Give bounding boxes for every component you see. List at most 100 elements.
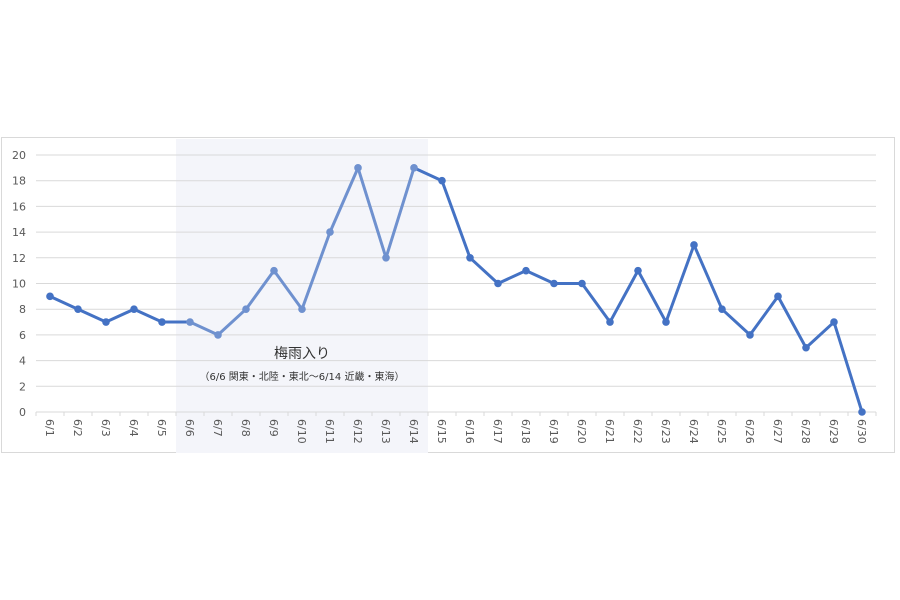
y-tick-label: 2 <box>19 380 26 393</box>
y-tick-label: 10 <box>12 278 26 291</box>
x-tick-label: 6/20 <box>575 419 588 444</box>
y-tick-label: 8 <box>19 303 26 316</box>
line-segment <box>440 179 472 260</box>
x-tick-label: 6/30 <box>855 419 868 444</box>
data-point <box>242 305 250 313</box>
x-tick-label: 6/22 <box>631 419 644 444</box>
x-axis-ticks: 6/1 6/2 6/3 6/4 6/5 6/6 6/7 6/8 6/9 6/10 6/11 6/12 6… <box>43 419 868 444</box>
x-tick-label: 6/28 <box>799 419 812 444</box>
line-segment <box>104 307 136 324</box>
line-segment <box>608 269 640 324</box>
line-segment <box>748 294 780 337</box>
data-point <box>718 305 726 313</box>
x-tick-label: 6/23 <box>659 419 672 444</box>
annotation-title: 梅雨入り <box>274 346 330 362</box>
chart-frame: 0 2 4 6 8 10 12 14 16 18 20 6/1 6/2 6/3 6/4 6/5 6/6 6/7 6… <box>1 137 895 453</box>
gridlines <box>35 154 877 416</box>
x-tick-label: 6/29 <box>827 419 840 444</box>
data-point <box>830 318 838 326</box>
x-tick-label: 6/16 <box>463 419 476 444</box>
y-tick-label: 4 <box>19 355 26 368</box>
x-tick-label: 6/27 <box>771 419 784 444</box>
x-tick-label: 6/18 <box>519 419 532 444</box>
line-segment <box>216 307 248 337</box>
data-point <box>354 164 362 172</box>
data-point <box>494 279 502 288</box>
line-segment <box>664 243 696 324</box>
data-point <box>298 305 306 313</box>
line-segment <box>776 294 808 350</box>
line-segment <box>496 269 528 285</box>
data-point <box>410 164 418 172</box>
line-segment <box>692 243 724 311</box>
line-segment <box>48 294 80 311</box>
x-tick-label: 6/17 <box>491 419 504 444</box>
x-tick-label: 6/12 <box>351 419 364 444</box>
line-segment <box>244 269 276 311</box>
x-tick-label: 6/10 <box>295 419 308 444</box>
x-tick-label: 6/19 <box>547 419 560 444</box>
x-tick-label: 6/11 <box>323 419 336 444</box>
x-tick-label: 6/15 <box>435 419 448 444</box>
x-tick-label: 6/7 <box>211 419 224 437</box>
line-segment <box>580 282 612 324</box>
data-point <box>214 331 222 339</box>
line-segment <box>832 320 864 414</box>
data-point <box>382 254 390 262</box>
data-point <box>466 254 474 262</box>
data-point <box>606 318 614 326</box>
line-segment <box>132 307 164 324</box>
y-tick-label: 6 <box>19 329 26 342</box>
x-tick-label: 6/9 <box>267 419 280 437</box>
x-tick-label: 6/6 <box>183 419 196 437</box>
data-point <box>858 408 866 416</box>
data-point <box>774 292 782 301</box>
data-point <box>662 318 670 326</box>
highlight-band <box>176 139 428 453</box>
line-segment <box>636 269 668 324</box>
data-point <box>578 279 586 288</box>
x-tick-label: 6/25 <box>715 419 728 444</box>
rainy-season-highlight <box>176 139 428 453</box>
data-point <box>326 228 334 236</box>
y-tick-label: 18 <box>12 175 26 188</box>
x-tick-label: 6/5 <box>155 419 168 437</box>
line-segment <box>384 166 416 260</box>
line-segment <box>328 166 360 234</box>
x-tick-label: 6/3 <box>99 419 112 437</box>
y-tick-label: 0 <box>19 406 26 419</box>
data-point <box>550 279 558 288</box>
data-point <box>130 305 138 313</box>
x-tick-label: 6/1 <box>43 419 56 437</box>
annotation-subtitle: （6/6 関東・北陸・東北～6/14 近畿・東海） <box>200 370 405 383</box>
line-segment <box>720 307 752 337</box>
x-tick-label: 6/26 <box>743 419 756 444</box>
data-point <box>74 305 82 313</box>
data-point <box>690 241 698 249</box>
data-point <box>802 343 810 352</box>
data-point <box>186 318 194 326</box>
x-tick-label: 6/4 <box>127 419 140 437</box>
x-tick-label: 6/21 <box>603 419 616 444</box>
line-segment <box>300 230 332 311</box>
y-axis-ticks: 0 2 4 6 8 10 12 14 16 18 20 <box>12 149 26 419</box>
x-tick-label: 6/14 <box>407 419 420 444</box>
line-segment <box>356 166 388 260</box>
y-tick-label: 14 <box>12 226 26 239</box>
y-tick-label: 12 <box>12 252 26 265</box>
line-segment <box>524 269 556 285</box>
y-tick-label: 20 <box>12 149 26 162</box>
y-tick-label: 16 <box>12 200 26 213</box>
series-points <box>46 164 866 416</box>
line-segment <box>272 269 304 311</box>
data-point <box>102 318 110 326</box>
data-point <box>46 292 54 301</box>
data-point <box>158 318 166 326</box>
data-point <box>746 331 754 339</box>
x-tick-label: 6/13 <box>379 419 392 444</box>
data-point <box>522 266 530 275</box>
data-point <box>634 266 642 275</box>
line-segment <box>188 320 220 337</box>
line-segment <box>468 256 500 285</box>
